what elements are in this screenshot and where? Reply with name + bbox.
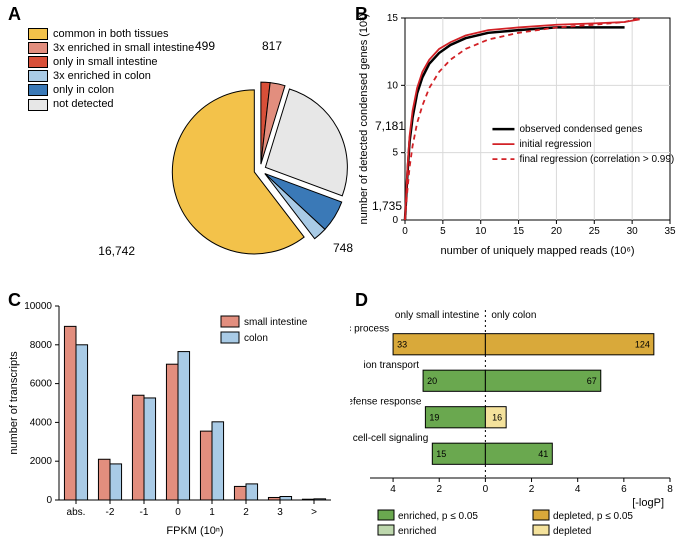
svg-text:6: 6 [621, 484, 627, 495]
bar-colon [178, 352, 190, 500]
svg-text:6000: 6000 [30, 379, 53, 390]
bar-si [64, 326, 76, 500]
svg-text:0: 0 [483, 484, 489, 495]
svg-text:final regression (correlation: final regression (correlation > 0.99) [519, 154, 674, 165]
bar-colon [212, 422, 224, 500]
svg-text:depleted, p ≤ 0.05: depleted, p ≤ 0.05 [553, 511, 633, 522]
panel-c-chart: 0 2000 4000 6000 8000 10000 abs. -2 -1 0 1 2 3 > FPKM … [4, 296, 339, 546]
legend-swatch [28, 28, 48, 40]
svg-text:-2: -2 [106, 507, 115, 518]
svg-text:8000: 8000 [30, 340, 53, 351]
svg-text:2: 2 [436, 484, 442, 495]
svg-text:5: 5 [392, 148, 398, 159]
svg-text:0: 0 [402, 226, 408, 237]
cat-label: macromolecule metabolic process [350, 324, 389, 335]
svg-text:abs.: abs. [67, 507, 86, 518]
bar-colon [280, 497, 292, 500]
cat-label: defense response [350, 397, 422, 408]
cat-label: ion transport [363, 360, 419, 371]
y-axis-label: number of transcripts [8, 351, 20, 455]
panel-c-legend: small intestine colon [221, 316, 308, 344]
y-axis-label: number of detected condensed genes (10³) [358, 14, 370, 225]
svg-text:25: 25 [589, 226, 601, 237]
left-title: only small intestine [395, 310, 480, 321]
svg-text:1: 1 [209, 507, 215, 518]
svg-text:>: > [311, 507, 317, 518]
bar-right [485, 334, 653, 355]
bar-left-value: 20 [427, 376, 437, 386]
svg-text:30: 30 [627, 226, 639, 237]
bar-left-value: 33 [397, 339, 407, 349]
svg-text:8: 8 [667, 484, 673, 495]
svg-text:2: 2 [243, 507, 249, 518]
svg-text:0: 0 [175, 507, 181, 518]
bar-right-value: 67 [587, 376, 597, 386]
svg-text:initial regression: initial regression [519, 139, 591, 150]
svg-text:15: 15 [513, 226, 525, 237]
svg-text:4: 4 [390, 484, 396, 495]
svg-text:depleted: depleted [553, 526, 591, 537]
svg-text:observed condensed genes: observed condensed genes [519, 124, 642, 135]
legend-swatch [28, 56, 48, 68]
svg-text:5: 5 [440, 226, 446, 237]
svg-text:2: 2 [529, 484, 535, 495]
svg-text:enriched: enriched [398, 526, 436, 537]
svg-text:small intestine: small intestine [244, 317, 308, 328]
bar-si [200, 431, 212, 500]
bar-colon [144, 398, 156, 500]
bar-colon [76, 345, 88, 500]
bar-si [166, 364, 178, 500]
svg-text:10000: 10000 [24, 301, 52, 312]
bar-si [268, 497, 280, 500]
svg-text:3: 3 [277, 507, 283, 518]
legend-swatch [28, 70, 48, 82]
svg-text:0: 0 [392, 215, 398, 226]
svg-text:2000: 2000 [30, 456, 53, 467]
svg-text:4: 4 [575, 484, 581, 495]
svg-text:10: 10 [387, 80, 399, 91]
bar-left-value: 19 [429, 412, 439, 422]
legend-swatch [28, 84, 48, 96]
bar-colon [110, 464, 122, 500]
panel-d-legend: enriched, p ≤ 0.05 enriched depleted, p ≤ … [378, 510, 633, 537]
legend-swatch [28, 99, 48, 111]
x-axis-label: FPKM (10ⁿ) [166, 525, 223, 537]
cat-label: cell-cell signaling [353, 433, 429, 444]
panel-b-chart: 0 5 10 15 20 25 30 35 0 5 10 15 number of uniquely m… [350, 8, 680, 268]
bar-right-value: 41 [538, 449, 548, 459]
svg-text:20: 20 [551, 226, 563, 237]
bar-si [98, 459, 110, 500]
pie-value-si-only: 499 [195, 39, 215, 53]
x-axis-label: number of uniquely mapped reads (10⁶) [440, 245, 634, 257]
x-axis-label: [-logP] [632, 497, 664, 509]
svg-text:colon: colon [244, 333, 268, 344]
bar-colon [314, 499, 326, 500]
svg-text:0: 0 [46, 495, 52, 506]
svg-text:15: 15 [387, 13, 399, 24]
svg-text:-1: -1 [140, 507, 149, 518]
panel-d-chart: 0 2 4 2 4 6 8[-logP] only small intestine only c… [350, 296, 680, 546]
legend-swatch [28, 42, 48, 54]
bar-right-value: 124 [635, 339, 650, 349]
bar-si [132, 395, 144, 500]
bar-right-value: 16 [492, 412, 502, 422]
pie-value-si-3x: 817 [262, 39, 282, 53]
right-title: only colon [491, 310, 536, 321]
bar-si [234, 486, 246, 500]
panel-a-label: A [8, 4, 21, 25]
bar-left-value: 15 [436, 449, 446, 459]
bar-right [485, 370, 600, 391]
svg-text:enriched, p ≤ 0.05: enriched, p ≤ 0.05 [398, 511, 478, 522]
svg-text:10: 10 [475, 226, 487, 237]
svg-text:4000: 4000 [30, 417, 53, 428]
bar-colon [246, 484, 258, 500]
svg-text:35: 35 [664, 226, 676, 237]
pie-value-common: 16,742 [98, 244, 135, 258]
bar-si [302, 499, 314, 500]
